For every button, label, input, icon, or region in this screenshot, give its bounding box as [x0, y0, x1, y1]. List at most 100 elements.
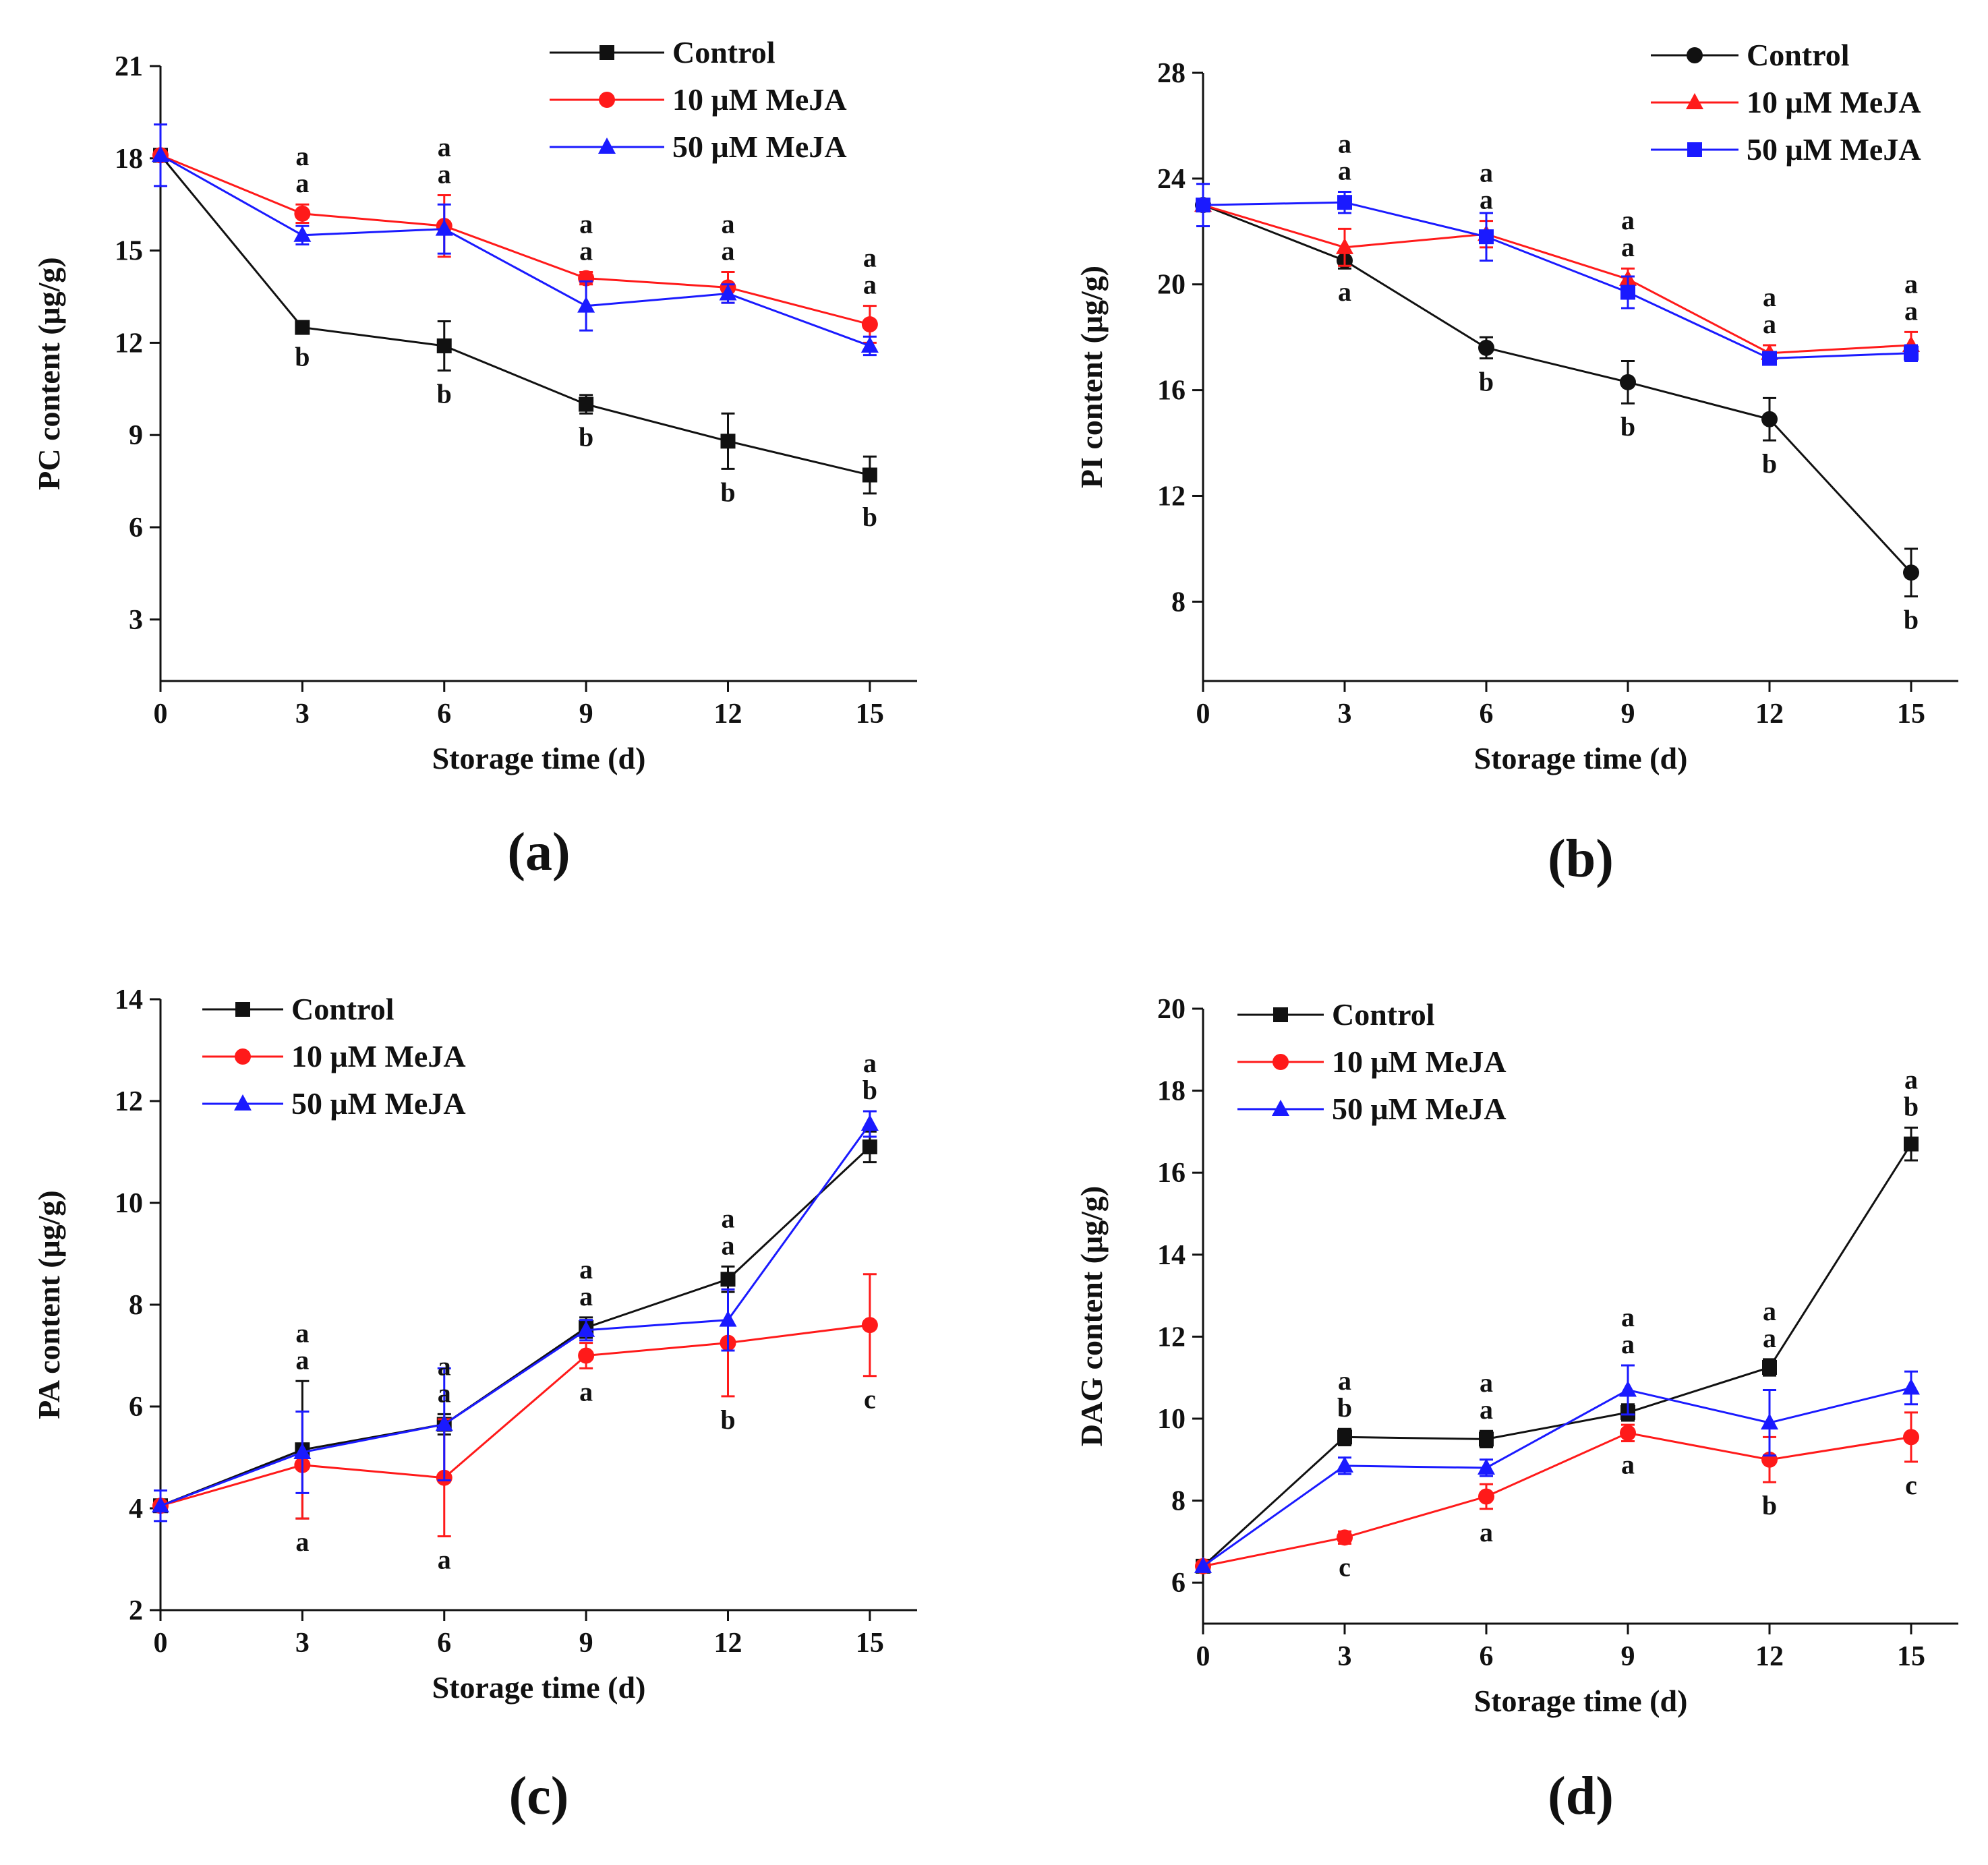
- significance-letter: a: [295, 141, 309, 171]
- y-tick-label: 10: [1157, 1404, 1186, 1435]
- y-tick-label: 28: [1157, 58, 1186, 89]
- x-tick-label: 0: [1196, 699, 1210, 730]
- data-point: [1194, 1556, 1212, 1573]
- data-point: [293, 225, 312, 242]
- data-point: [152, 1496, 169, 1513]
- legend-marker: [235, 1048, 251, 1065]
- significance-letter: c: [864, 1384, 876, 1415]
- significance-letter: a: [438, 132, 451, 162]
- x-tick-label: 6: [437, 1628, 451, 1659]
- significance-letter: b: [1620, 411, 1635, 442]
- data-point: [860, 336, 879, 353]
- significance-letter: a: [295, 1318, 309, 1348]
- y-tick-label: 15: [115, 236, 143, 267]
- significance-letter: a: [579, 209, 593, 239]
- data-point: [1336, 237, 1353, 254]
- series-mejA50: [1196, 183, 1919, 366]
- data-point: [719, 1310, 737, 1327]
- significance-letter: b: [1337, 1392, 1352, 1423]
- significance-letter: a: [1338, 128, 1351, 158]
- data-point: [720, 1272, 736, 1287]
- x-tick-label: 9: [1621, 699, 1635, 730]
- significance-letter: b: [579, 421, 593, 452]
- significance-letter: a: [1763, 309, 1776, 339]
- series-mejA50: [1194, 1364, 1920, 1573]
- data-point: [294, 205, 311, 222]
- significance-letter: a: [722, 1230, 735, 1260]
- legend-marker: [1273, 1054, 1289, 1070]
- chart-panel-0: 0 3 6 9 12 15 3 6 9 12 15 18 21 Storage time (d) PC co…: [32, 35, 917, 882]
- y-axis-label: DAG content (μg/g): [1074, 1186, 1109, 1446]
- x-tick-label: 6: [1480, 1641, 1494, 1672]
- significance-letter: a: [1904, 268, 1918, 299]
- data-point: [1337, 195, 1352, 210]
- data-point: [295, 320, 310, 335]
- chart-panel-3: 0 3 6 9 12 15 6 8 10 12 14 16 18 20 Storage time (d) DA…: [1074, 994, 1958, 1826]
- significance-letter: c: [1339, 1551, 1351, 1582]
- legend: Control 10 μM MeJA 50 μM MeJA: [202, 992, 466, 1121]
- series-control: [153, 148, 877, 495]
- y-tick-label: 8: [1171, 587, 1186, 618]
- data-point: [1336, 1456, 1353, 1473]
- series-mejA10: [1194, 196, 1920, 362]
- significance-letter: b: [1762, 448, 1777, 479]
- panel-label: (a): [507, 823, 570, 882]
- y-tick-label: 14: [1157, 1240, 1186, 1271]
- legend-label: 10 μM MeJA: [291, 1039, 466, 1073]
- legend-marker: [1687, 142, 1702, 157]
- significance-letter: a: [1763, 282, 1776, 312]
- legend-label: 50 μM MeJA: [291, 1086, 466, 1121]
- data-point: [720, 434, 736, 449]
- y-axis-label: PI content (μg/g): [1074, 266, 1109, 488]
- data-point: [1479, 229, 1494, 245]
- legend: Control 10 μM MeJA 50 μM MeJA: [1237, 997, 1507, 1126]
- data-point: [435, 219, 453, 236]
- significance-letter: a: [1480, 1394, 1493, 1425]
- significance-letter: a: [1480, 1367, 1493, 1398]
- x-tick-label: 12: [714, 1628, 742, 1659]
- legend: Control 10 μM MeJA 50 μM MeJA: [1651, 38, 1921, 167]
- data-point: [152, 146, 169, 162]
- significance-letter: a: [863, 1048, 877, 1078]
- legend-marker: [600, 45, 614, 60]
- y-tick-label: 4: [129, 1493, 143, 1524]
- significance-letter: a: [438, 159, 451, 189]
- significance-letter: a: [295, 1527, 309, 1557]
- legend-label: 10 μM MeJA: [1332, 1044, 1507, 1079]
- significance-letter: a: [1621, 1302, 1635, 1332]
- x-tick-label: 12: [714, 699, 742, 730]
- legend-marker: [599, 92, 615, 108]
- x-tick-label: 9: [579, 1628, 593, 1659]
- data-point: [1904, 345, 1919, 361]
- data-point: [1337, 1529, 1353, 1546]
- data-point: [860, 1114, 879, 1131]
- x-tick-label: 15: [1897, 699, 1925, 730]
- legend-marker: [235, 1002, 250, 1017]
- y-tick-label: 18: [115, 144, 143, 175]
- legend-marker: [1686, 93, 1703, 109]
- data-point: [861, 316, 878, 333]
- chart-panel-1: 0 3 6 9 12 15 8 12 16 20 24 28 Storage time (d) PI co…: [1074, 38, 1958, 889]
- significance-letter: a: [295, 1344, 309, 1375]
- x-tick-label: 0: [154, 1628, 168, 1659]
- legend-label: 50 μM MeJA: [1747, 132, 1921, 167]
- series-control: [1195, 197, 1919, 598]
- y-tick-label: 24: [1157, 164, 1186, 195]
- significance-letter: b: [1479, 367, 1494, 397]
- significance-letter: a: [1480, 185, 1493, 215]
- data-point: [1479, 1431, 1494, 1447]
- y-tick-label: 12: [1157, 481, 1186, 512]
- series-line: [1202, 1431, 1912, 1568]
- data-point: [1903, 1429, 1919, 1446]
- series-line: [160, 1324, 871, 1507]
- data-point: [862, 1139, 877, 1154]
- data-point: [1478, 1458, 1495, 1475]
- data-point: [1619, 1380, 1637, 1397]
- data-point: [1904, 1136, 1919, 1152]
- significance-letter: a: [1338, 155, 1351, 185]
- x-tick-label: 12: [1755, 699, 1784, 730]
- series-line: [159, 154, 871, 476]
- data-point: [578, 1347, 595, 1364]
- data-point: [1478, 339, 1494, 356]
